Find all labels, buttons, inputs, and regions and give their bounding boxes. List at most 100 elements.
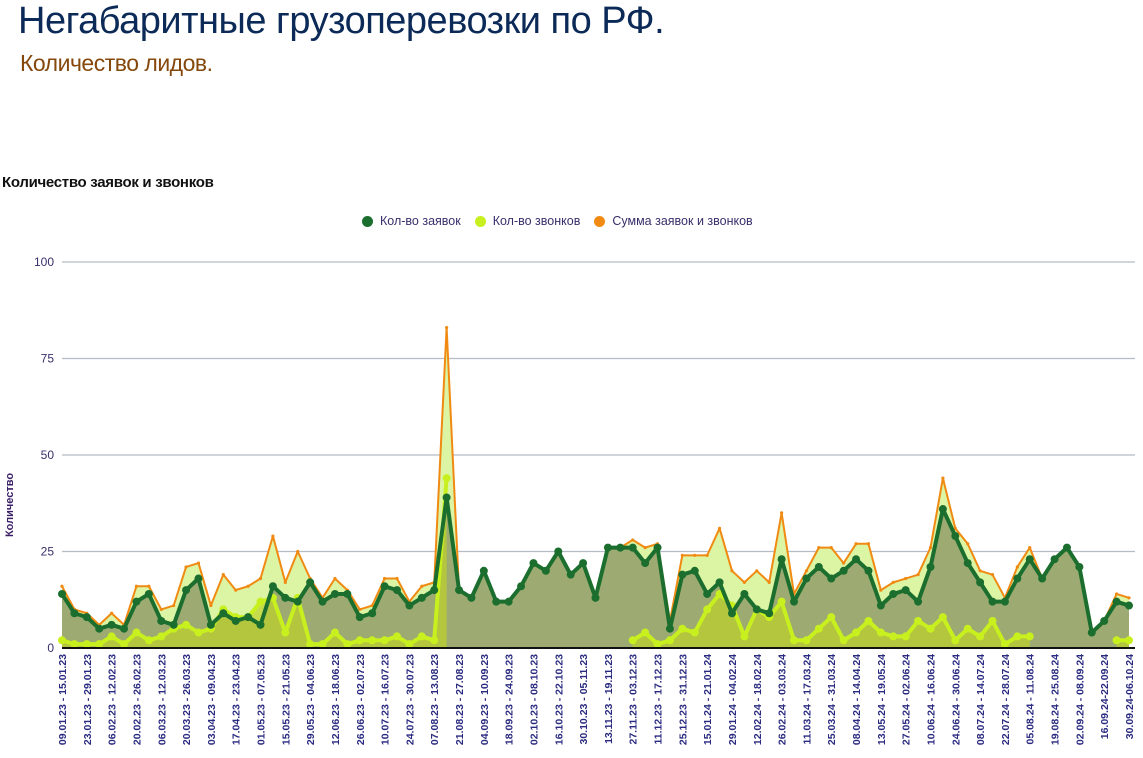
point-calls	[430, 636, 439, 645]
point-sum	[234, 588, 238, 592]
point-sum	[990, 573, 995, 577]
point-requests	[1013, 574, 1022, 583]
point-calls	[777, 597, 786, 606]
point-calls	[740, 632, 749, 641]
x-tick-label: 19.08.24 - 25.08.24	[1050, 654, 1062, 745]
x-tick-label: 08.07.24 - 14.07.24	[975, 654, 987, 745]
x-tick-label: 27.11.23 - 03.12.23	[628, 654, 640, 745]
point-sum	[445, 326, 449, 330]
x-tick-label: 29.05.23 - 04.06.23	[305, 654, 317, 745]
point-calls	[641, 628, 650, 637]
point-calls	[963, 624, 972, 633]
x-tick-label: 15.01.24 - 21.01.24	[702, 654, 714, 745]
x-tick-label: 20.02.23 - 26.02.23	[131, 654, 143, 745]
point-requests	[914, 597, 923, 606]
point-calls	[690, 628, 699, 637]
point-requests	[579, 559, 588, 568]
point-sum	[358, 607, 362, 612]
point-calls	[355, 636, 364, 645]
point-sum	[110, 611, 114, 615]
point-calls	[1112, 636, 1121, 645]
area-requests	[62, 497, 1129, 648]
point-requests	[839, 566, 848, 575]
legend-dot-icon	[474, 215, 486, 227]
x-tick-label: 16.09.24-22.09.24	[1099, 654, 1111, 739]
x-tick-label: 18.09.23 - 24.09.23	[504, 654, 516, 745]
point-requests	[1025, 555, 1034, 564]
point-sum	[879, 588, 883, 592]
point-sum	[904, 576, 908, 581]
point-calls	[368, 636, 377, 645]
point-requests	[678, 570, 687, 579]
point-requests	[194, 574, 203, 583]
page-title: Негабаритные грузоперевозки по РФ.	[18, 0, 665, 42]
point-calls	[1025, 632, 1034, 641]
x-tick-label: 24.06.24 - 30.06.24	[950, 654, 962, 745]
point-requests	[988, 597, 997, 606]
point-requests	[169, 620, 178, 629]
point-requests	[182, 586, 191, 595]
point-sum	[60, 584, 64, 588]
point-requests	[231, 616, 240, 625]
point-sum	[680, 553, 684, 557]
point-requests	[70, 609, 79, 618]
point-requests	[442, 493, 451, 502]
point-requests	[554, 547, 563, 556]
point-calls	[1000, 640, 1009, 649]
point-requests	[1075, 562, 1084, 571]
legend-item-requests[interactable]: Кол-во заявок	[362, 214, 461, 228]
point-requests	[790, 597, 799, 606]
point-calls	[802, 636, 811, 645]
point-calls	[665, 636, 674, 645]
x-tick-label: 23.01.23 - 29.01.23	[82, 654, 94, 745]
point-requests	[901, 586, 910, 595]
x-tick-label: 26.06.23 - 02.07.23	[355, 654, 367, 745]
point-calls	[938, 613, 947, 622]
point-calls	[132, 628, 141, 637]
point-requests	[976, 578, 985, 587]
point-requests	[752, 605, 761, 614]
point-calls	[988, 616, 997, 625]
point-sum	[196, 561, 201, 565]
point-calls	[417, 632, 426, 641]
point-calls	[182, 620, 191, 629]
x-tick-label: 13.11.23 - 19.11.23	[603, 654, 615, 744]
point-requests	[703, 589, 712, 598]
legend-item-calls[interactable]: Кол-во звонков	[474, 214, 581, 228]
y-axis-label: Количество	[4, 473, 16, 537]
point-calls	[901, 632, 910, 641]
point-sum	[172, 603, 176, 608]
x-tick-label: 25.12.23 - 31.12.23	[677, 654, 689, 745]
y-tick-label: 100	[34, 255, 54, 269]
x-tick-label: 03.04.23 - 09.04.23	[206, 654, 218, 745]
point-requests	[467, 593, 476, 602]
x-tick-label: 24.07.23 - 30.07.23	[404, 654, 416, 745]
point-calls	[653, 640, 662, 649]
point-requests	[95, 624, 104, 633]
point-calls	[405, 640, 414, 649]
x-tick-label: 13.05.24 - 19.05.24	[876, 654, 888, 745]
point-calls	[926, 624, 935, 633]
point-requests	[281, 593, 290, 602]
point-requests	[603, 543, 612, 552]
point-sum	[283, 580, 287, 584]
point-sum	[246, 584, 250, 588]
point-requests	[591, 593, 600, 602]
point-requests	[889, 589, 898, 598]
legend-dot-icon	[594, 215, 606, 227]
point-calls	[107, 632, 116, 641]
legend-label: Кол-во звонков	[492, 214, 581, 228]
point-sum	[420, 584, 424, 588]
point-requests	[479, 566, 488, 575]
point-calls	[70, 640, 79, 649]
point-sum	[147, 584, 151, 588]
point-sum	[978, 569, 982, 573]
point-requests	[392, 586, 401, 595]
x-tick-label: 30.09.24-06.10.24	[1124, 654, 1136, 739]
point-calls	[628, 636, 637, 645]
point-requests	[492, 597, 501, 606]
point-requests	[529, 559, 538, 568]
legend-item-sum[interactable]: Сумма заявок и звонков	[594, 214, 753, 228]
point-requests	[268, 582, 277, 591]
x-tick-label: 15.05.23 - 21.05.23	[280, 654, 292, 745]
